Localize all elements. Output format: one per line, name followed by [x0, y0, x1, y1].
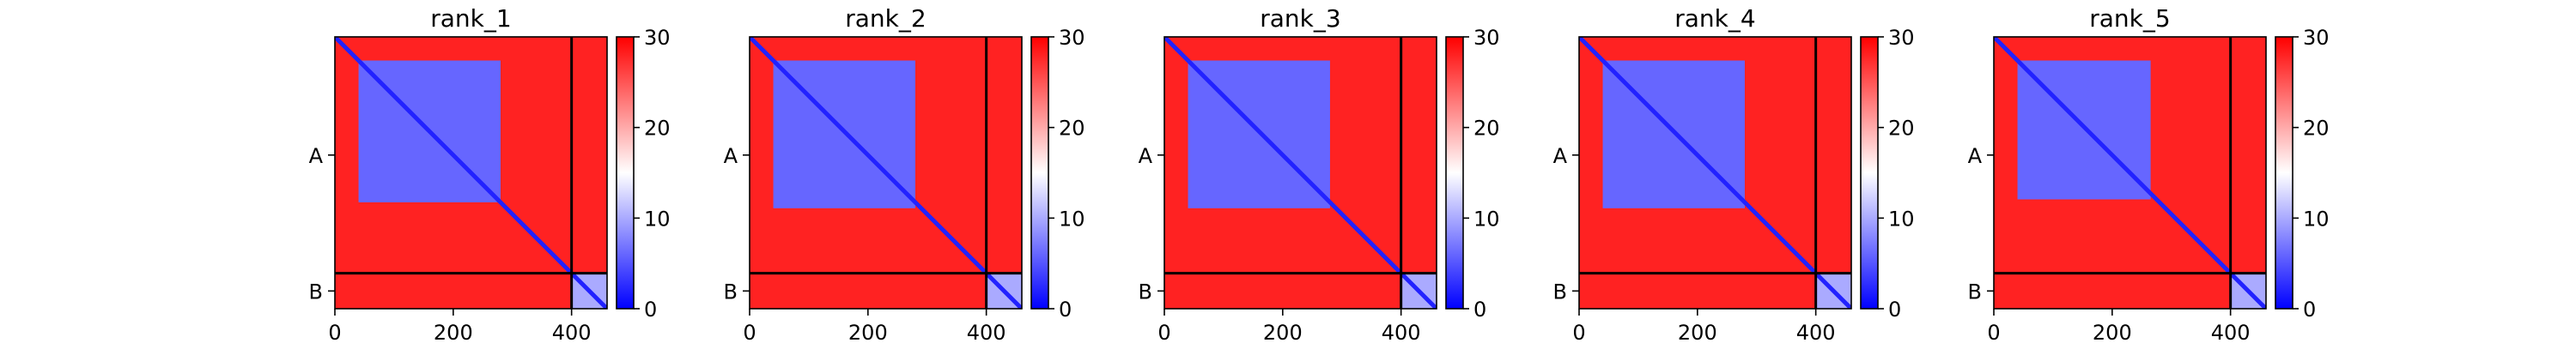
heatmap [335, 37, 607, 309]
colorbar-tick-label: 0 [2303, 298, 2316, 322]
x-tick-label: 200 [1678, 321, 1717, 343]
heatmap-block [986, 37, 1022, 274]
heatmap-block [1164, 273, 1401, 309]
colorbar [1861, 37, 1878, 309]
panel-title: rank_3 [1260, 4, 1340, 33]
y-tick-label: A [1139, 144, 1153, 168]
colorbar-tick-label: 0 [644, 298, 657, 322]
y-tick-label: B [724, 280, 738, 304]
plot-frame [334, 36, 608, 310]
colorbar-frame [2275, 36, 2293, 310]
colorbar-tick-label: 10 [2303, 207, 2330, 231]
colorbar-tick-label: 20 [2303, 117, 2330, 141]
x-tick-label: 400 [1382, 321, 1421, 343]
heatmap [750, 37, 1022, 309]
colorbar-tick-label: 10 [644, 207, 671, 231]
plot-frame [1163, 36, 1437, 310]
heatmap-block [750, 273, 987, 309]
colorbar [1031, 37, 1048, 309]
plot-frame [1578, 36, 1852, 310]
y-tick-label: B [1968, 280, 1982, 304]
heatmap-block [335, 273, 572, 309]
colorbar-tick-label: 0 [1473, 298, 1486, 322]
colorbar-tick-label: 30 [1473, 26, 1500, 50]
heatmap-block [1579, 273, 1816, 309]
colorbar-tick-label: 10 [1473, 207, 1500, 231]
x-tick-label: 0 [1157, 321, 1170, 343]
x-tick-label: 0 [1572, 321, 1585, 343]
colorbar-tick-label: 30 [1059, 26, 1085, 50]
x-tick-label: 400 [967, 321, 1006, 343]
colorbar-tick-label: 20 [1473, 117, 1500, 141]
plot-frame [749, 36, 1023, 310]
x-tick-label: 400 [2211, 321, 2251, 343]
heatmap [1994, 37, 2266, 309]
colorbar-tick-label: 20 [644, 117, 671, 141]
x-tick-label: 0 [328, 321, 341, 343]
diagonal-line [1994, 37, 2266, 309]
y-tick-label: B [1139, 280, 1152, 304]
colorbar [1446, 37, 1463, 309]
heatmap [1164, 37, 1437, 309]
colorbar-tick-label: 10 [1059, 207, 1085, 231]
x-tick-label: 200 [1263, 321, 1303, 343]
colorbar-frame [1030, 36, 1049, 310]
panel-title: rank_5 [2089, 4, 2170, 33]
colorbar-frame [1445, 36, 1464, 310]
colorbar-tick-label: 30 [2303, 26, 2330, 50]
heatmap-block [1815, 37, 1851, 274]
x-tick-label: 0 [743, 321, 756, 343]
panel-title: rank_4 [1674, 4, 1755, 33]
x-tick-label: 200 [2093, 321, 2132, 343]
colorbar-frame [1860, 36, 1879, 310]
colorbar [617, 37, 634, 309]
panel-title: rank_2 [845, 4, 926, 33]
colorbar-tick-label: 0 [1888, 298, 1901, 322]
heatmap-block [1400, 37, 1437, 274]
heatmap [1579, 37, 1851, 309]
colorbar [2275, 37, 2293, 309]
y-tick-label: A [724, 144, 738, 168]
x-tick-label: 200 [434, 321, 473, 343]
y-tick-label: A [1968, 144, 1983, 168]
colorbar-tick-label: 20 [1888, 117, 1915, 141]
colorbar-tick-label: 10 [1888, 207, 1915, 231]
colorbar-tick-label: 30 [644, 26, 671, 50]
x-tick-label: 0 [1987, 321, 2000, 343]
colorbar-tick-label: 20 [1059, 117, 1085, 141]
y-tick-label: A [309, 144, 324, 168]
x-tick-label: 200 [848, 321, 888, 343]
panel-title: rank_1 [430, 4, 511, 33]
x-tick-label: 400 [552, 321, 592, 343]
heatmap-block [571, 37, 607, 274]
x-tick-label: 400 [1796, 321, 1836, 343]
y-tick-label: B [309, 280, 323, 304]
y-tick-label: A [1553, 144, 1568, 168]
diagonal-line [1164, 37, 1437, 309]
diagonal-line [750, 37, 1022, 309]
colorbar-tick-label: 0 [1059, 298, 1072, 322]
y-tick-label: B [1553, 280, 1567, 304]
plot-frame [1993, 36, 2267, 310]
colorbar-frame [616, 36, 635, 310]
colorbar-tick-label: 30 [1888, 26, 1915, 50]
heatmap-block [1994, 273, 2231, 309]
diagonal-line [335, 37, 607, 309]
diagonal-line [1579, 37, 1851, 309]
heatmap-block [2230, 37, 2266, 274]
